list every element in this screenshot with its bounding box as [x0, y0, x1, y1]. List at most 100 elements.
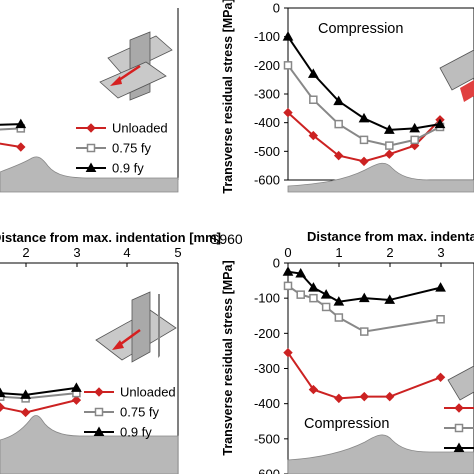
br-series-0-point-2 — [334, 393, 344, 404]
bl-series-0-point-3 — [20, 407, 31, 418]
tr-y-tick-label-0: 0 — [273, 1, 280, 16]
legend-bottom-right: U — [444, 403, 474, 452]
tl-series-line-2 — [0, 123, 21, 126]
tl-series-0-point-5 — [16, 142, 26, 152]
br-series-2-point-1 — [295, 268, 307, 278]
br-series-0-point-4 — [385, 391, 395, 402]
series-group-bottom-left — [0, 382, 82, 418]
bl-legend-label-1: 0.75 fy — [120, 405, 160, 420]
panel-top-right: Transverse residual stress [MPa] Compres… — [221, 0, 474, 194]
tr-series-0-point-2 — [333, 150, 344, 161]
legend-top-left: Unloaded 0.75 fy 0.9 fy — [76, 121, 168, 176]
tr-series-0-point-3 — [359, 156, 369, 167]
x-axis-label-bottom-right: Distance from max. indentat — [307, 229, 474, 244]
tr-series-2-point-5 — [409, 122, 421, 133]
specimen-illustration-top-left — [99, 31, 173, 101]
bl-series-0-point-2 — [0, 402, 5, 412]
bl-x-tick-label-2: 4 — [123, 245, 130, 260]
tr-series-0-point-4 — [384, 149, 395, 159]
br-series-1-point-5 — [360, 327, 369, 336]
br-y-tick-label-1: -100 — [254, 291, 280, 306]
br-y-tick-label-4: -400 — [254, 396, 280, 411]
br-series-1-point-2 — [309, 293, 318, 303]
br-y-tick-label-5: -500 — [254, 431, 280, 446]
tl-legend-marker-0 — [86, 123, 96, 133]
bl-x-tick-label-3: 5 — [174, 245, 181, 260]
br-series-2-point-0 — [282, 266, 294, 276]
br-series-1-point-4 — [334, 313, 344, 322]
tl-legend-label-2: 0.9 fy — [112, 161, 144, 176]
series-group-bottom-right — [282, 266, 446, 404]
tr-series-2-point-1 — [307, 68, 319, 78]
y-axis-label-top-right: Transverse residual stress [MPa] — [221, 0, 235, 194]
tl-legend-label-1: 0.75 fy — [112, 141, 152, 156]
br-series-2-point-3 — [320, 289, 332, 299]
br-y-tick-label-2: -200 — [254, 326, 280, 341]
annotation-bottom-right: Compression — [304, 416, 389, 432]
br-series-0-point-0 — [283, 347, 293, 358]
br-x-tick-label-0: 0 — [284, 245, 291, 260]
tr-series-1-point-5 — [410, 135, 419, 145]
tr-series-1-point-3 — [359, 135, 369, 145]
tr-y-tick-label-1: -100 — [254, 29, 280, 44]
bl-legend-marker-2 — [93, 426, 105, 436]
tr-series-1-point-1 — [309, 95, 318, 104]
br-y-tick-label-3: -300 — [254, 361, 280, 376]
tl-legend-marker-2 — [85, 162, 97, 172]
tr-series-0-point-1 — [308, 130, 319, 141]
br-x-tick-label-1: 1 — [335, 245, 342, 260]
br-series-2-point-5 — [358, 292, 370, 303]
br-series-0-point-3 — [359, 391, 369, 402]
bl-series-line-0 — [0, 399, 77, 414]
specimen-illustration-bottom-right — [447, 365, 474, 401]
tr-series-2-point-2 — [333, 95, 345, 106]
tr-y-tick-label-2: -200 — [254, 58, 280, 73]
bl-series-2-point-3 — [20, 389, 31, 399]
tl-series-line-1 — [0, 127, 21, 131]
tr-series-2-point-4 — [383, 124, 395, 134]
series-group-top-right — [282, 31, 446, 167]
indentation-profile-top-left — [0, 156, 179, 193]
indentation-profile-top-right — [287, 162, 474, 193]
bl-series-2-point-4 — [71, 382, 82, 392]
br-series-1-point-1 — [296, 290, 305, 299]
tr-y-tick-label-3: -300 — [254, 87, 280, 102]
br-x-tick-label-3: 3 — [437, 245, 444, 260]
bl-legend-marker-0 — [94, 387, 104, 397]
bl-legend-label-2: 0.9 fy — [120, 425, 152, 440]
br-y-tick-label-6: -600 — [254, 467, 280, 474]
br-legend-marker-2 — [453, 442, 465, 452]
specimen-illustration-top-right — [439, 49, 474, 102]
tr-series-0-point-0 — [283, 107, 293, 118]
tl-legend-marker-1 — [86, 143, 96, 153]
br-series-1-point-3 — [321, 302, 331, 312]
y-ticks-top-right: 0 -100 -200 -300 -400 -500 -600 — [254, 1, 288, 188]
br-series-2-point-2 — [308, 282, 319, 292]
br-series-0-point-5 — [435, 372, 446, 382]
annotation-top-right: Compression — [318, 21, 403, 37]
indentation-profile-bottom-right — [287, 434, 474, 474]
br-x-tick-label-2: 2 — [386, 245, 393, 260]
tl-legend-label-0: Unloaded — [112, 121, 168, 136]
bl-series-0-point-4 — [71, 395, 82, 405]
y-axis-label-bottom-right: Transverse residual stress [MPa] — [221, 260, 235, 455]
y-ticks-bottom-right: 0 -100 -200 -300 -400 -500 -600 — [254, 256, 288, 474]
panel-title-s960: S960 — [210, 231, 243, 247]
bl-x-tick-label-0: 2 — [22, 245, 29, 260]
br-series-1-point-0 — [283, 281, 293, 291]
bl-series-2-point-2 — [0, 387, 6, 398]
br-series-2-point-6 — [384, 294, 396, 304]
br-series-1-point-6 — [436, 315, 445, 324]
x-ticks-bottom-right: 0 1 2 3 — [284, 245, 445, 267]
tr-series-2-point-3 — [358, 112, 370, 123]
tl-series-2-point-4 — [15, 118, 27, 129]
br-series-line-0 — [287, 352, 441, 400]
br-y-tick-label-0: 0 — [273, 256, 280, 271]
bl-legend-label-0: Unloaded — [120, 385, 176, 400]
tr-series-2-point-0 — [282, 31, 294, 41]
x-axis-label-bottom-left: Distance from max. indentation [mm] — [0, 230, 221, 245]
specimen-illustration-bottom-left — [95, 291, 177, 363]
tr-series-1-point-2 — [334, 119, 343, 129]
br-legend-marker-1 — [454, 423, 464, 433]
tr-series-1-point-0 — [283, 61, 293, 70]
